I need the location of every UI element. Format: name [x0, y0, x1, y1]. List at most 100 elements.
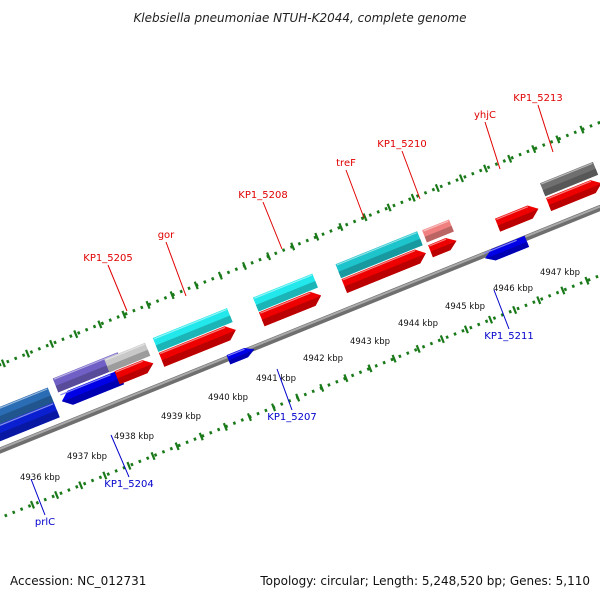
gene-feature[interactable] — [341, 249, 426, 294]
axis-tick-label: 4937 kbp — [67, 452, 107, 462]
gene-leader-line — [493, 289, 510, 330]
axis-tick-label: 4941 kbp — [256, 374, 296, 384]
major-tick — [0, 359, 6, 368]
major-tick — [174, 442, 180, 451]
axis-tick-label: 4947 kbp — [540, 268, 580, 278]
gene-leader-line — [262, 201, 283, 250]
axis-tick-label: 4945 kbp — [445, 302, 485, 312]
gene-label-yhjc[interactable]: yhjC — [474, 110, 496, 121]
major-tick — [102, 471, 108, 480]
scale-line-upper — [0, 120, 600, 367]
axis-tick-label: 4946 kbp — [493, 284, 533, 294]
major-tick — [362, 213, 368, 222]
gene-label-kp1-5213[interactable]: KP1_5213 — [513, 93, 562, 104]
label-layer: 4936 kbp 4937 kbp 4938 kbp 4939 kbp 4940 kbp… — [20, 93, 580, 528]
major-tick — [512, 305, 518, 315]
gene-feature[interactable] — [104, 342, 151, 373]
gene-label-kp1-5208[interactable]: KP1_5208 — [238, 190, 287, 201]
gene-feature[interactable] — [484, 235, 530, 261]
major-tick — [295, 393, 301, 402]
major-tick — [338, 222, 344, 232]
major-tick — [145, 300, 151, 310]
major-tick — [24, 349, 31, 358]
axis-tick-label: 4938 kbp — [114, 432, 154, 442]
gene-feature[interactable] — [258, 291, 322, 327]
major-tick — [73, 329, 79, 339]
gene-label-kp1-5205[interactable]: KP1_5205 — [83, 253, 132, 264]
gene-feature[interactable] — [152, 308, 233, 352]
backbone-highlight — [0, 205, 600, 451]
axis-tick-label: 4943 kbp — [350, 337, 390, 347]
map-layer — [0, 120, 600, 518]
major-tick — [536, 296, 542, 305]
major-tick — [458, 174, 464, 183]
axis-tick-label: 4942 kbp — [303, 354, 343, 364]
gene-leader-line — [401, 150, 421, 200]
gene-feature[interactable] — [540, 161, 599, 197]
major-tick — [126, 461, 132, 470]
major-tick — [555, 135, 561, 144]
map-title: Klebsiella pneumoniae NTUH-K2044, comple… — [133, 11, 466, 25]
major-tick — [319, 383, 325, 392]
gene-feature[interactable] — [428, 238, 457, 258]
gene-feature[interactable] — [60, 370, 124, 405]
gene-label-kp1-5204[interactable]: KP1_5204 — [104, 479, 153, 490]
major-tick — [271, 403, 277, 412]
axis-tick-label: 4939 kbp — [161, 412, 201, 422]
major-tick — [584, 276, 590, 285]
major-tick — [290, 242, 296, 251]
gene-feature[interactable] — [335, 231, 423, 279]
gene-leader-line — [165, 241, 187, 297]
gene-feature[interactable] — [0, 387, 54, 432]
major-tick — [266, 252, 272, 261]
major-tick — [434, 183, 440, 193]
major-tick — [241, 261, 247, 271]
major-tick — [463, 325, 469, 334]
major-tick — [78, 481, 84, 490]
gene-label-kp1-5210[interactable]: KP1_5210 — [377, 139, 426, 150]
major-tick — [150, 451, 156, 461]
major-tick — [483, 164, 489, 173]
major-tick — [507, 154, 513, 163]
major-tick — [560, 286, 566, 295]
gene-feature[interactable] — [0, 402, 60, 446]
accession-text: Accession: NC_012731 — [10, 574, 146, 588]
major-tick — [386, 203, 392, 212]
major-tick — [49, 339, 55, 348]
major-tick — [314, 232, 320, 241]
major-tick — [97, 320, 103, 329]
major-tick — [29, 500, 36, 509]
gene-feature[interactable] — [158, 326, 236, 367]
major-tick — [367, 364, 373, 373]
major-tick — [217, 271, 223, 280]
axis-tick-label: 4936 kbp — [20, 473, 60, 483]
gene-feature[interactable] — [422, 219, 454, 243]
topology-text: Topology: circular; Length: 5,248,520 bp… — [259, 574, 590, 588]
major-tick — [531, 144, 537, 154]
major-tick — [169, 291, 175, 300]
major-tick — [410, 193, 416, 202]
major-tick — [391, 354, 397, 363]
gene-label-kp1-5211[interactable]: KP1_5211 — [484, 331, 533, 342]
gene-feature[interactable] — [546, 180, 600, 211]
gene-feature[interactable] — [114, 360, 154, 385]
gene-feature[interactable] — [226, 348, 255, 365]
major-tick — [415, 344, 421, 354]
major-tick — [222, 422, 228, 431]
gene-leader-line — [110, 434, 130, 478]
axis-tick-label: 4944 kbp — [398, 319, 438, 329]
gene-feature[interactable] — [252, 273, 318, 312]
scale-line-lower — [4, 273, 600, 518]
gene-label-tref[interactable]: treF — [336, 158, 356, 169]
gene-label-kp1-5207[interactable]: KP1_5207 — [267, 412, 316, 423]
axis-tick-label: 4940 kbp — [208, 393, 248, 403]
major-tick — [121, 310, 127, 319]
gene-leader-line — [276, 368, 293, 411]
gene-feature[interactable] — [495, 205, 539, 232]
major-tick — [439, 335, 445, 344]
gene-label-gor[interactable]: gor — [158, 230, 175, 241]
gene-label-prlc[interactable]: prlC — [35, 517, 55, 528]
major-tick — [579, 125, 585, 134]
major-tick — [343, 374, 349, 383]
